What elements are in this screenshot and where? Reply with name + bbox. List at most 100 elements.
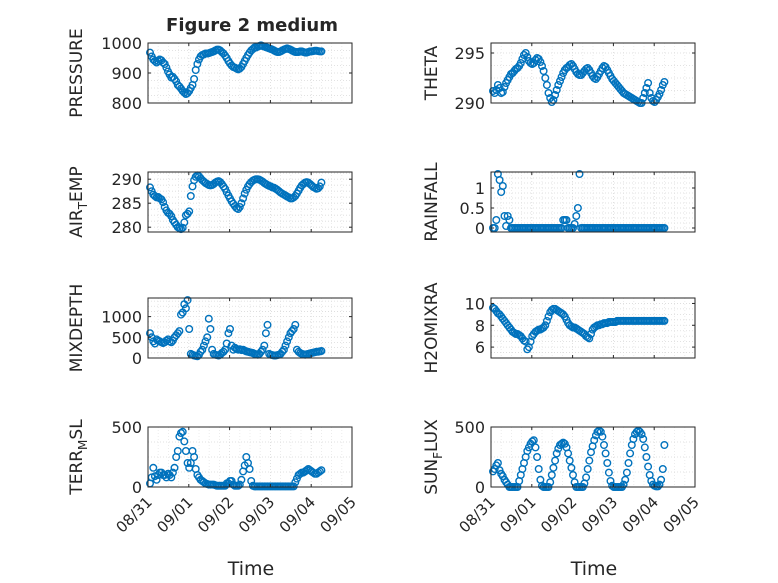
data-point [503,211,512,220]
data-point [170,463,179,472]
data-point [644,462,653,471]
data-point [603,459,612,468]
y-axis-label: MIXDEPTH [67,284,87,373]
data-point [640,443,649,452]
x-tick-label: 09/01 [496,493,539,536]
data-point [190,453,199,462]
data-point [534,465,543,474]
x-tick-label: 09/05 [660,493,703,536]
data-point [551,90,560,99]
x-tick-label: 09/03 [578,493,621,536]
data-point [245,465,254,474]
data-point [547,471,556,480]
y-axis-label: RAINFALL [422,162,442,242]
data-point [178,223,187,232]
data-point [621,475,630,484]
data-point [498,181,507,190]
data-point [554,80,563,89]
data-point [159,198,168,207]
y-tick-label: 1000 [101,308,142,327]
axes-box [490,297,696,359]
y-tick-label: 0 [132,349,142,368]
data-point [288,327,297,336]
axes-box [147,297,353,359]
data-series [489,169,669,232]
data-point [145,48,154,57]
y-axis-label: PRESSURE [67,28,87,117]
data-point [539,323,548,332]
data-point [201,337,210,346]
data-point [183,459,192,468]
data-point [622,468,631,477]
x-tick-label: 09/02 [194,493,237,536]
axes-box [490,42,696,104]
data-point [600,441,609,450]
data-point [549,463,558,472]
axes-box [147,171,353,233]
data-point [196,347,205,356]
data-point [655,480,664,489]
data-point [660,316,669,325]
data-point [642,453,651,462]
data-point [606,477,615,486]
data-series [145,427,326,491]
data-point [542,80,551,89]
data-point [546,478,555,487]
data-point [492,215,501,224]
x-tick-label: 09/05 [317,493,360,536]
data-point [176,429,185,438]
data-point [533,453,542,462]
x-tick-label: 09/03 [235,493,278,536]
y-tick-label: 500 [454,418,485,437]
data-point [261,329,270,338]
data-point [551,456,560,465]
y-tick-label: 800 [111,94,142,113]
y-tick-label: 290 [111,170,142,189]
data-point [181,447,190,456]
data-point [583,465,592,474]
data-point [204,314,213,323]
data-point [658,465,667,474]
data-point [626,449,635,458]
data-point [203,333,212,342]
y-tick-label: 285 [111,194,142,213]
data-point [639,435,648,444]
data-point [639,93,648,102]
data-point [176,310,185,319]
data-point [237,199,246,208]
y-tick-label: 290 [454,94,485,113]
y-tick-label: 900 [111,64,142,83]
data-point [516,59,525,68]
y-tick-label: 280 [111,218,142,237]
data-point [180,437,189,446]
data-point [644,78,653,87]
y-axis-label: THETA [422,45,442,101]
data-point [541,73,550,82]
y-axis-label: H2OMIXRA [422,282,442,373]
data-point [572,211,581,220]
data-point [655,89,664,98]
data-point [235,202,244,211]
data-point [526,337,535,346]
data-point [528,437,537,446]
y-tick-label: 0 [475,219,485,238]
data-point [538,62,547,71]
axes-box [147,426,353,488]
data-series [489,426,669,492]
data-point [523,53,532,62]
data-point [178,427,187,436]
y-tick-label: 1000 [101,34,142,53]
data-point [222,339,231,348]
data-point [237,475,246,484]
x-tick-label: 09/04 [276,493,319,536]
data-point [190,74,199,83]
data-point [145,329,154,338]
data-point [235,480,244,489]
data-point [191,172,200,181]
ticks [490,298,696,358]
grid [490,172,696,232]
data-point [596,427,605,436]
data-point [173,447,182,456]
data-point [234,204,243,213]
